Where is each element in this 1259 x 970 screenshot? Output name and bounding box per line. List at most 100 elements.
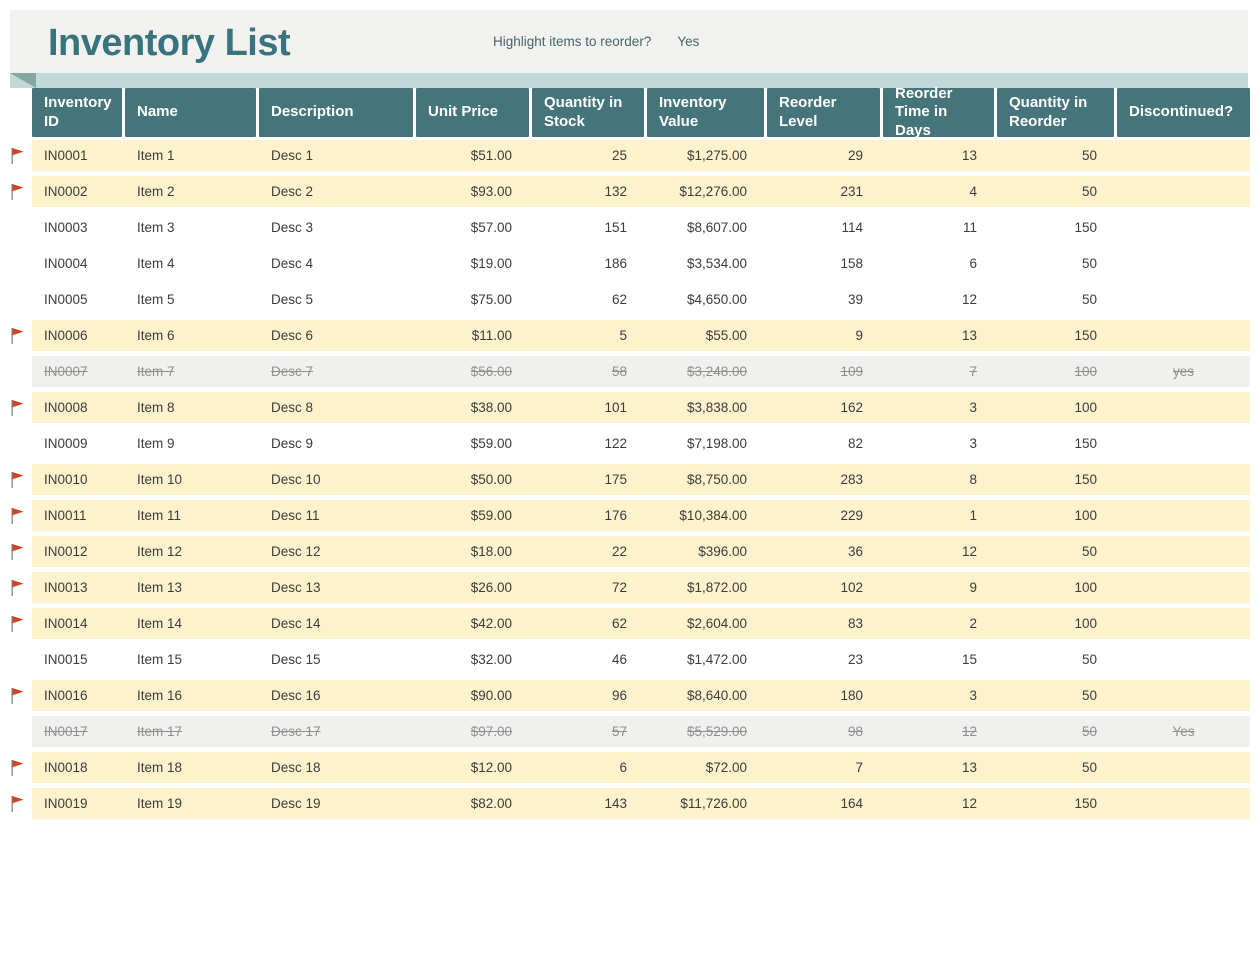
cell-price[interactable]: $18.00 [470,544,512,559]
cell-qty_reorder[interactable]: 50 [1081,544,1097,559]
cell-value[interactable]: $12,276.00 [679,184,747,199]
cell-qty[interactable]: 46 [611,652,627,667]
cell-desc[interactable]: Desc 7 [271,364,314,379]
cell-id[interactable]: IN0001 [44,148,88,163]
cell-name[interactable]: Item 4 [137,256,175,271]
cell-id[interactable]: IN0016 [44,688,88,703]
cell-price[interactable]: $51.00 [470,148,512,163]
cell-desc[interactable]: Desc 2 [271,184,314,199]
cell-discontinued[interactable]: Yes [1172,724,1195,739]
cell-desc[interactable]: Desc 15 [271,652,321,667]
cell-value[interactable]: $3,534.00 [686,256,747,271]
column-header-price[interactable]: Unit Price [416,88,529,137]
cell-discontinued[interactable] [1117,176,1250,207]
cell-value[interactable]: $72.00 [705,760,747,775]
cell-reorder_time[interactable]: 12 [961,796,977,811]
cell-qty[interactable]: 22 [611,544,627,559]
cell-reorder_time[interactable]: 2 [969,616,977,631]
cell-value[interactable]: $5,529.00 [686,724,747,739]
cell-reorder_time[interactable]: 3 [969,400,977,415]
cell-price[interactable]: $11.00 [471,328,512,343]
cell-name[interactable]: Item 9 [137,436,175,451]
cell-name[interactable]: Item 10 [137,472,183,487]
cell-discontinued[interactable] [1117,284,1250,315]
cell-value[interactable]: $4,650.00 [686,292,747,307]
cell-qty_reorder[interactable]: 50 [1081,256,1097,271]
cell-qty[interactable]: 151 [604,220,627,235]
cell-name[interactable]: Item 11 [137,508,182,523]
cell-price[interactable]: $82.00 [470,796,512,811]
cell-reorder_level[interactable]: 102 [840,580,863,595]
cell-price[interactable]: $90.00 [470,688,512,703]
cell-value[interactable]: $3,838.00 [686,400,747,415]
cell-price[interactable]: $97.00 [470,724,512,739]
highlight-reorder-value-dropdown[interactable]: Yes [677,34,700,49]
column-header-id[interactable]: Inventory ID [32,88,122,137]
cell-value[interactable]: $10,384.00 [679,508,747,523]
cell-id[interactable]: IN0010 [44,472,88,487]
cell-value[interactable]: $3,248.00 [686,364,747,379]
cell-qty[interactable]: 143 [604,796,627,811]
cell-discontinued[interactable] [1117,428,1250,459]
cell-qty_reorder[interactable]: 50 [1081,688,1097,703]
column-header-discontinued[interactable]: Discontinued? [1117,88,1250,137]
cell-value[interactable]: $8,607.00 [686,220,747,235]
cell-qty[interactable]: 25 [611,148,627,163]
cell-id[interactable]: IN0012 [44,544,88,559]
cell-qty_reorder[interactable]: 100 [1074,580,1097,595]
cell-id[interactable]: IN0018 [44,760,88,775]
cell-name[interactable]: Item 17 [137,724,183,739]
cell-qty[interactable]: 122 [604,436,627,451]
cell-qty_reorder[interactable]: 100 [1074,508,1097,523]
cell-reorder_time[interactable]: 13 [961,148,977,163]
cell-qty[interactable]: 101 [604,400,627,415]
cell-reorder_time[interactable]: 6 [969,256,977,271]
cell-qty[interactable]: 57 [611,724,627,739]
cell-discontinued[interactable] [1117,212,1250,243]
cell-reorder_time[interactable]: 4 [969,184,977,199]
cell-qty_reorder[interactable]: 100 [1074,364,1097,379]
cell-name[interactable]: Item 18 [137,760,183,775]
cell-id[interactable]: IN0005 [44,292,88,307]
cell-qty[interactable]: 5 [619,328,627,343]
cell-reorder_time[interactable]: 3 [969,436,977,451]
cell-qty[interactable]: 72 [611,580,627,595]
cell-reorder_level[interactable]: 23 [847,652,863,667]
cell-qty[interactable]: 62 [611,292,627,307]
cell-name[interactable]: Item 15 [137,652,183,667]
column-header-name[interactable]: Name [125,88,256,137]
cell-reorder_time[interactable]: 12 [961,544,977,559]
cell-desc[interactable]: Desc 10 [271,472,321,487]
cell-discontinued[interactable] [1117,788,1250,819]
cell-qty_reorder[interactable]: 50 [1081,148,1097,163]
cell-reorder_time[interactable]: 11 [962,220,977,235]
cell-desc[interactable]: Desc 18 [271,760,321,775]
cell-desc[interactable]: Desc 3 [271,220,314,235]
cell-price[interactable]: $56.00 [470,364,512,379]
cell-desc[interactable]: Desc 16 [271,688,321,703]
cell-qty_reorder[interactable]: 50 [1081,292,1097,307]
cell-id[interactable]: IN0007 [44,364,88,379]
cell-qty_reorder[interactable]: 50 [1081,184,1097,199]
cell-name[interactable]: Item 13 [137,580,183,595]
cell-id[interactable]: IN0017 [44,724,88,739]
cell-value[interactable]: $1,872.00 [686,580,747,595]
column-header-value[interactable]: Inventory Value [647,88,764,137]
cell-id[interactable]: IN0011 [44,508,87,523]
cell-discontinued[interactable] [1117,500,1250,531]
cell-reorder_level[interactable]: 9 [855,328,863,343]
cell-desc[interactable]: Desc 1 [271,148,314,163]
cell-discontinued[interactable]: yes [1172,364,1194,379]
cell-price[interactable]: $57.00 [470,220,512,235]
cell-name[interactable]: Item 6 [137,328,175,343]
cell-price[interactable]: $50.00 [470,472,512,487]
cell-price[interactable]: $59.00 [470,436,512,451]
cell-value[interactable]: $2,604.00 [686,616,747,631]
cell-reorder_time[interactable]: 12 [961,724,977,739]
cell-reorder_level[interactable]: 83 [847,616,863,631]
cell-qty_reorder[interactable]: 150 [1074,436,1097,451]
cell-qty[interactable]: 186 [604,256,627,271]
cell-desc[interactable]: Desc 5 [271,292,314,307]
column-header-desc[interactable]: Description [259,88,413,137]
cell-reorder_level[interactable]: 229 [840,508,863,523]
